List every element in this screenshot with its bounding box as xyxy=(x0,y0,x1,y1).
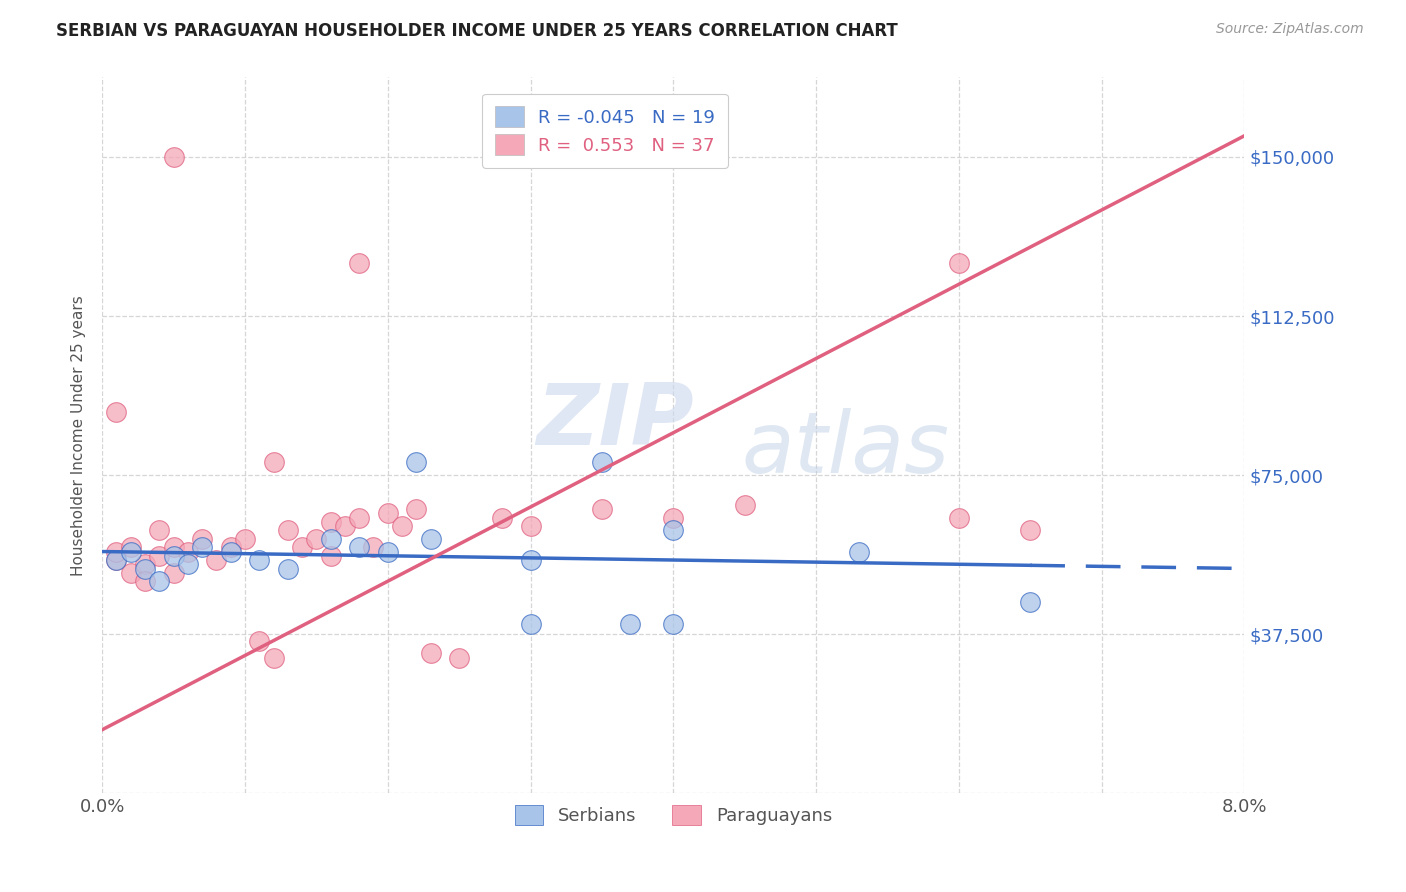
Text: Source: ZipAtlas.com: Source: ZipAtlas.com xyxy=(1216,22,1364,37)
Point xyxy=(419,646,441,660)
Legend: Serbians, Paraguayans: Serbians, Paraguayans xyxy=(506,796,841,834)
Point xyxy=(105,553,128,567)
Point xyxy=(1019,524,1042,538)
Point xyxy=(277,561,299,575)
Point xyxy=(233,532,256,546)
Point xyxy=(662,616,685,631)
Point xyxy=(319,515,342,529)
Point xyxy=(105,404,128,418)
Point xyxy=(277,524,299,538)
Point xyxy=(319,549,342,563)
Point xyxy=(449,650,471,665)
Point xyxy=(134,574,156,589)
Point xyxy=(148,549,170,563)
Y-axis label: Householder Income Under 25 years: Householder Income Under 25 years xyxy=(72,295,86,575)
Point xyxy=(148,524,170,538)
Point xyxy=(191,532,214,546)
Point xyxy=(177,544,200,558)
Point xyxy=(263,455,285,469)
Point xyxy=(247,553,270,567)
Point xyxy=(591,455,613,469)
Point xyxy=(263,650,285,665)
Point xyxy=(120,566,142,580)
Point xyxy=(162,549,184,563)
Text: ZIP: ZIP xyxy=(536,380,695,463)
Point xyxy=(219,544,242,558)
Point xyxy=(948,256,970,270)
Point xyxy=(377,507,399,521)
Point xyxy=(377,544,399,558)
Point xyxy=(105,544,128,558)
Point xyxy=(519,616,541,631)
Point xyxy=(848,544,870,558)
Point xyxy=(247,633,270,648)
Point xyxy=(347,256,370,270)
Point xyxy=(519,553,541,567)
Point xyxy=(319,532,342,546)
Point xyxy=(134,558,156,572)
Point xyxy=(405,455,427,469)
Point xyxy=(363,541,385,555)
Point xyxy=(162,541,184,555)
Point xyxy=(162,566,184,580)
Point xyxy=(619,616,641,631)
Point xyxy=(291,541,314,555)
Point xyxy=(333,519,356,533)
Point xyxy=(591,502,613,516)
Point xyxy=(405,502,427,516)
Point xyxy=(148,574,170,589)
Point xyxy=(219,541,242,555)
Point xyxy=(177,558,200,572)
Point xyxy=(1019,595,1042,609)
Text: SERBIAN VS PARAGUAYAN HOUSEHOLDER INCOME UNDER 25 YEARS CORRELATION CHART: SERBIAN VS PARAGUAYAN HOUSEHOLDER INCOME… xyxy=(56,22,898,40)
Point xyxy=(347,541,370,555)
Point xyxy=(662,510,685,524)
Point xyxy=(734,498,756,512)
Point xyxy=(948,510,970,524)
Point xyxy=(305,532,328,546)
Point xyxy=(105,553,128,567)
Point xyxy=(162,150,184,164)
Point xyxy=(120,544,142,558)
Point xyxy=(419,532,441,546)
Text: atlas: atlas xyxy=(742,409,950,491)
Point xyxy=(391,519,413,533)
Point xyxy=(120,541,142,555)
Point xyxy=(205,553,228,567)
Point xyxy=(662,524,685,538)
Point xyxy=(491,510,513,524)
Point xyxy=(134,561,156,575)
Point xyxy=(347,510,370,524)
Point xyxy=(191,541,214,555)
Point xyxy=(519,519,541,533)
